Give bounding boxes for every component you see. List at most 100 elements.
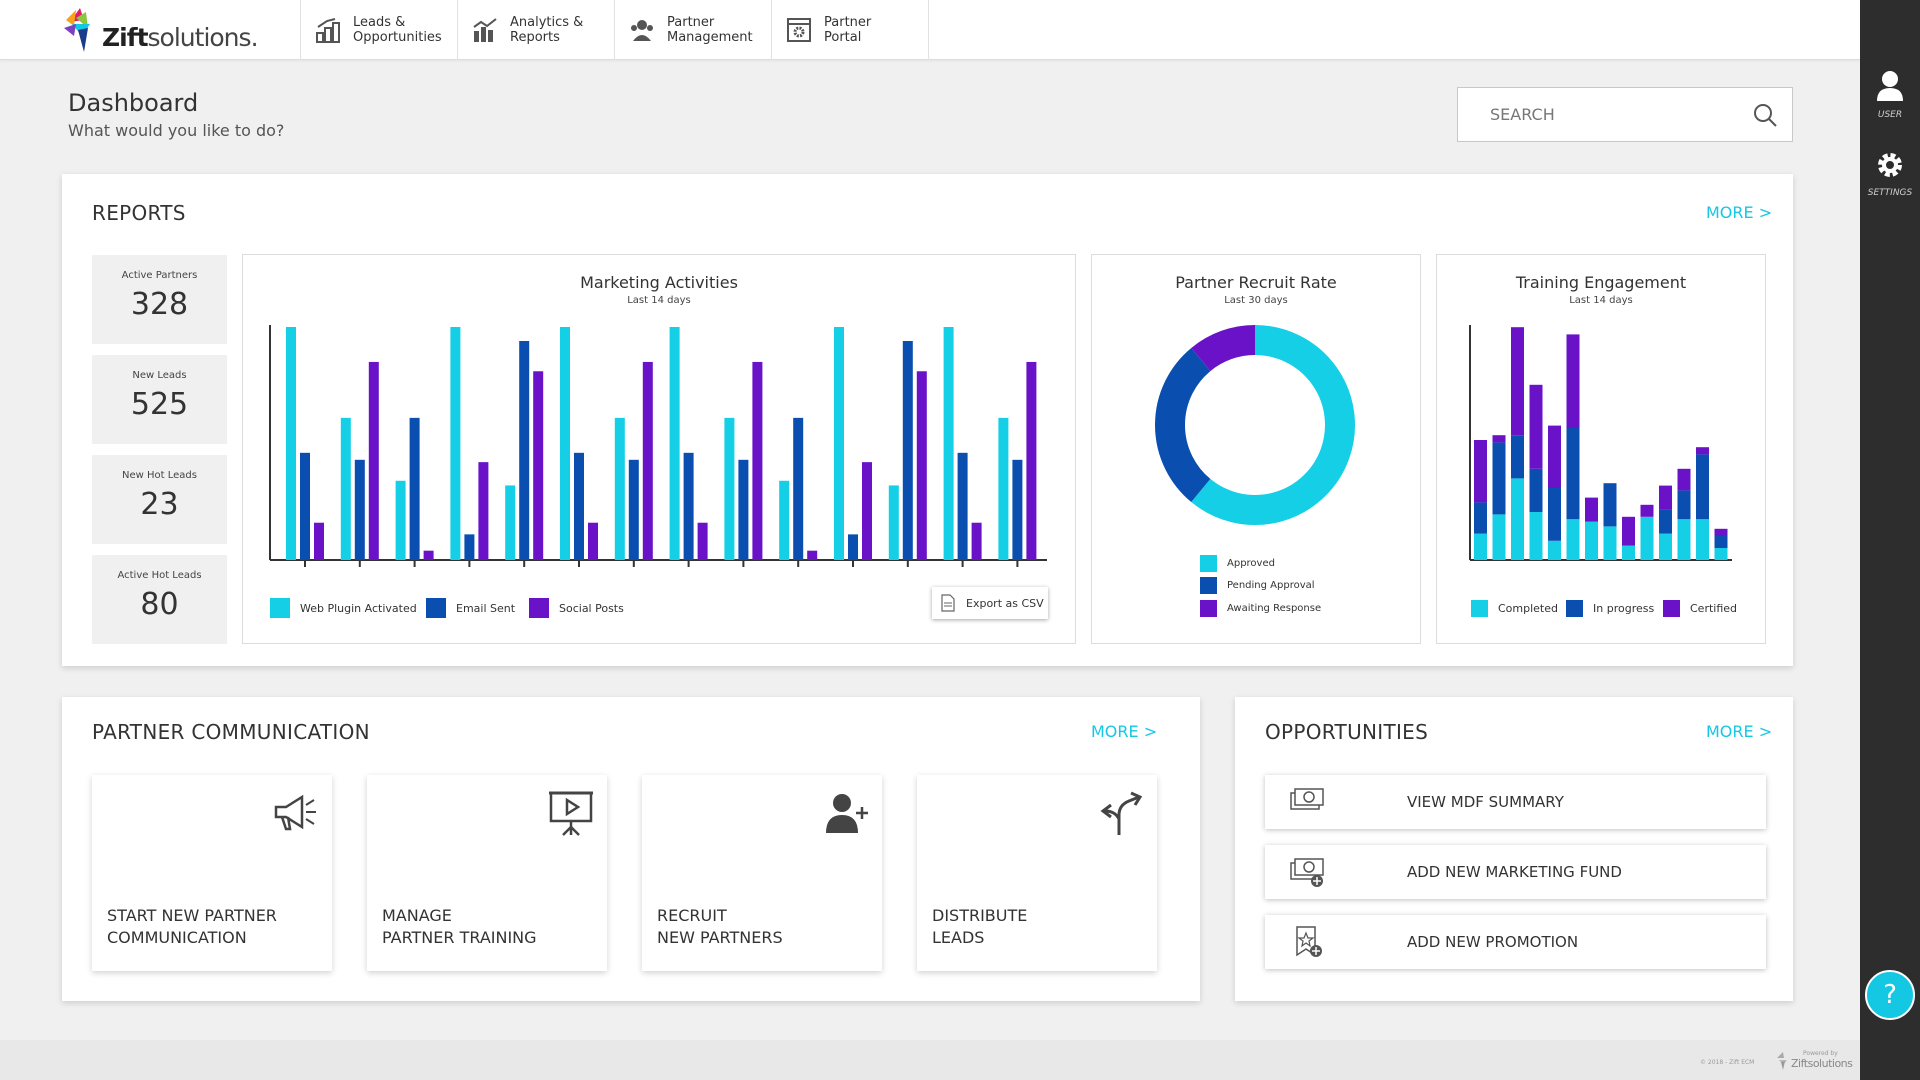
stacked-bar-segment xyxy=(1714,528,1728,536)
powered-by-label: Powered by xyxy=(1803,1050,1838,1057)
bar xyxy=(971,522,982,560)
chart-subtitle: Last 14 days xyxy=(1569,295,1633,306)
view-mdf-summary-button[interactable]: VIEW MDF SUMMARY xyxy=(1265,775,1766,829)
stacked-bar-segment xyxy=(1492,435,1506,443)
legend-swatch xyxy=(1471,600,1488,617)
marketing-activities-panel: Marketing Activities Last 14 days xyxy=(242,254,1076,644)
partners-icon xyxy=(629,17,655,43)
stacked-bar-segment xyxy=(1529,512,1543,560)
nav-label: Leads & Opportunities xyxy=(353,15,442,45)
page-title: Dashboard xyxy=(68,89,199,117)
add-marketing-fund-button[interactable]: ADD NEW MARKETING FUND xyxy=(1265,845,1766,899)
powered-by-logo: Powered by Ziftsolutions xyxy=(1773,1050,1853,1070)
portal-gear-icon xyxy=(786,17,812,43)
opportunities-more-link[interactable]: MORE > xyxy=(1706,722,1773,741)
partner-communication-more-link[interactable]: MORE > xyxy=(1091,722,1158,741)
stat-new-leads: New Leads 525 xyxy=(92,355,227,444)
bar xyxy=(588,522,598,560)
page-subtitle: What would you like to do? xyxy=(68,121,285,140)
top-navigation-bar: Ziftsolutions. Leads & Opportunities Anal… xyxy=(0,0,1860,60)
legend-pending-approval: Pending Approval xyxy=(1200,577,1315,594)
csv-file-icon xyxy=(941,594,955,612)
tile-label: DISTRIBUTE LEADS xyxy=(932,906,1028,947)
bar xyxy=(574,452,584,560)
bar xyxy=(628,459,639,560)
donut-slice xyxy=(1155,347,1211,503)
settings-label: SETTINGS xyxy=(1867,188,1913,198)
legend-label: Completed xyxy=(1498,602,1558,615)
stacked-bar-segment xyxy=(1622,516,1635,546)
legend-swatch xyxy=(1200,555,1217,572)
reports-more-link[interactable]: MORE > xyxy=(1706,203,1773,222)
bar xyxy=(505,485,516,560)
nav-analytics-reports[interactable]: Analytics & Reports xyxy=(458,0,615,60)
bar xyxy=(286,327,296,560)
stacked-bar-segment xyxy=(1566,519,1580,560)
stacked-bar-segment xyxy=(1511,435,1524,479)
stacked-bar-segment xyxy=(1714,536,1728,548)
legend-swatch xyxy=(529,598,549,618)
add-user-icon xyxy=(826,794,868,833)
search-input[interactable] xyxy=(1458,88,1738,141)
search-icon[interactable] xyxy=(1752,102,1778,128)
help-button[interactable]: ? xyxy=(1865,970,1915,1020)
legend-label: Web Plugin Activated xyxy=(300,601,417,615)
recruit-new-partners-tile[interactable]: RECRUIT NEW PARTNERS xyxy=(642,775,882,971)
training-engagement-chart xyxy=(1469,325,1732,561)
gear-icon xyxy=(1878,153,1902,177)
bar xyxy=(314,522,324,560)
badge-add-icon xyxy=(1296,926,1322,957)
legend-label: Pending Approval xyxy=(1227,580,1315,591)
bar xyxy=(340,417,351,560)
stacked-bar-segment xyxy=(1474,440,1487,503)
stacked-bar-segment xyxy=(1548,488,1561,541)
stacked-bar-segment xyxy=(1603,483,1617,527)
stacked-bar-segment xyxy=(1511,478,1524,560)
stat-label: Active Partners xyxy=(121,270,198,281)
bar xyxy=(793,417,804,560)
nav-label: Partner Management xyxy=(667,15,753,45)
start-partner-communication-tile[interactable]: START NEW PARTNER COMMUNICATION xyxy=(92,775,332,971)
legend-label: Social Posts xyxy=(559,601,624,615)
chart-title: Training Engagement xyxy=(1515,273,1687,292)
nav-partner-portal[interactable]: Partner Portal xyxy=(772,0,929,60)
stat-value: 23 xyxy=(140,487,179,522)
nav-partner-management[interactable]: Partner Management xyxy=(615,0,772,60)
nav-label: Partner Portal xyxy=(824,15,872,45)
legend-swatch xyxy=(1566,600,1583,617)
stacked-bar-segment xyxy=(1585,521,1598,560)
split-arrows-icon xyxy=(1100,791,1143,835)
add-promotion-button[interactable]: ADD NEW PROMOTION xyxy=(1265,915,1766,969)
bar xyxy=(1012,459,1023,560)
bar xyxy=(683,452,694,560)
stacked-bar-segment xyxy=(1474,502,1487,534)
legend-certified: Certified xyxy=(1663,600,1737,617)
legend-label: Awaiting Response xyxy=(1227,603,1322,614)
stacked-bar-segment xyxy=(1640,516,1654,560)
stacked-bar-segment xyxy=(1677,519,1691,560)
manage-partner-training-tile[interactable]: MANAGE PARTNER TRAINING xyxy=(367,775,607,971)
bar xyxy=(354,459,365,560)
tile-label: MANAGE PARTNER TRAINING xyxy=(382,906,537,947)
opportunities-title: OPPORTUNITIES xyxy=(1265,720,1429,744)
bar xyxy=(669,327,680,560)
legend-in-progress: In progress xyxy=(1566,600,1654,617)
bar xyxy=(957,452,968,560)
stacked-bar-segment xyxy=(1492,442,1506,515)
stacked-bar-segment xyxy=(1548,425,1561,488)
legend-approved: Approved xyxy=(1200,555,1275,572)
user-icon xyxy=(1877,71,1903,101)
nav-leads-opportunities[interactable]: Leads & Opportunities xyxy=(301,0,458,60)
chart-title: Marketing Activities xyxy=(580,273,738,292)
stat-value: 328 xyxy=(130,287,189,322)
zift-logo[interactable]: Ziftsolutions. xyxy=(62,6,259,54)
legend-web-plugin: Web Plugin Activated xyxy=(270,598,417,618)
export-csv-button[interactable]: Export as CSV xyxy=(932,587,1048,619)
bar xyxy=(300,452,310,560)
user-menu-button[interactable]: USER xyxy=(1860,70,1920,120)
bar xyxy=(395,480,406,560)
settings-button[interactable]: SETTINGS xyxy=(1860,150,1920,198)
chart-title: Partner Recruit Rate xyxy=(1175,273,1337,292)
legend-email-sent: Email Sent xyxy=(426,598,515,618)
distribute-leads-tile[interactable]: DISTRIBUTE LEADS xyxy=(917,775,1157,971)
